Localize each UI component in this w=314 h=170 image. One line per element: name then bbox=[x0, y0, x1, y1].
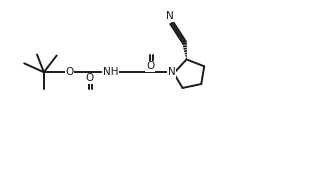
Text: NH: NH bbox=[103, 67, 118, 77]
Text: O: O bbox=[85, 73, 93, 83]
Text: N: N bbox=[166, 11, 174, 21]
Text: N: N bbox=[168, 67, 176, 77]
Text: O: O bbox=[146, 61, 154, 71]
Text: O: O bbox=[65, 67, 73, 77]
